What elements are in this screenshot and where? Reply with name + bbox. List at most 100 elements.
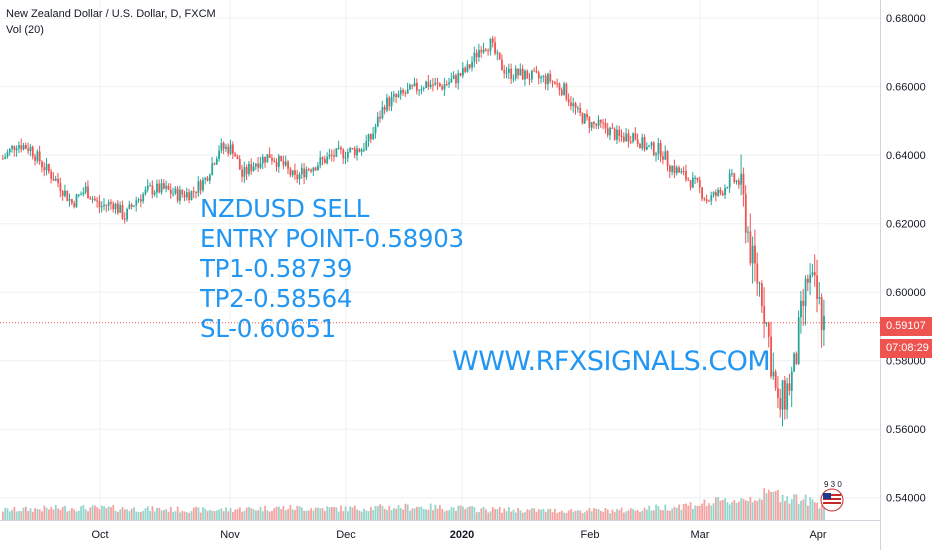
us-flag-badge[interactable]: 9 3 0 <box>812 480 852 512</box>
candle-body <box>82 192 85 195</box>
candle-body <box>149 185 151 187</box>
volume-bar <box>307 510 310 520</box>
candle-body <box>646 146 648 150</box>
time-axis[interactable]: Oct Nov Dec 2020 Feb Mar Apr <box>91 529 826 541</box>
volume-bar <box>397 505 400 520</box>
candle-body <box>731 173 733 175</box>
candle-body <box>818 297 821 299</box>
volume-bar <box>174 511 177 520</box>
volume-bar <box>165 509 168 520</box>
candle-body <box>215 158 218 165</box>
candle-body <box>459 73 462 76</box>
volume-bar <box>618 510 621 520</box>
candle-body <box>579 107 582 114</box>
candle-body <box>464 67 467 72</box>
candle-body <box>360 149 363 152</box>
candle-body <box>209 174 211 181</box>
candle-body <box>96 200 99 202</box>
candle-body <box>264 156 266 163</box>
volume-bar <box>765 493 768 520</box>
volume-bar <box>337 511 340 520</box>
candle-body <box>344 157 347 159</box>
candle-body <box>418 89 421 91</box>
candle-body <box>176 188 179 201</box>
volume-bar <box>613 511 616 520</box>
candle-body <box>80 194 82 196</box>
website-annotation: WWW.RFXSIGNALS.COM <box>452 346 771 377</box>
volume-bar <box>229 507 232 520</box>
volume-bar <box>278 506 280 520</box>
candle-body <box>312 167 315 172</box>
candle-body <box>443 84 446 90</box>
candle-body <box>340 147 342 150</box>
candle-body <box>278 155 280 167</box>
candle-body <box>816 275 818 299</box>
volume-bar <box>273 508 276 520</box>
volume-bar <box>708 503 710 520</box>
indicator-label[interactable]: Vol (20) <box>6 24 44 36</box>
volume-bar <box>367 511 370 520</box>
volume-bar <box>149 511 151 520</box>
volume-bar <box>215 510 218 520</box>
volume-bar <box>535 511 538 520</box>
volume-bar <box>586 510 588 520</box>
volume-bar <box>436 508 439 520</box>
volume-bar <box>455 510 457 520</box>
y-tick-label: 0.68000 <box>886 13 926 25</box>
candle-body <box>11 145 13 149</box>
volume-bar <box>531 508 533 520</box>
candle-body <box>167 185 170 190</box>
volume-bar <box>232 512 234 520</box>
candle-body <box>146 185 149 190</box>
volume-bar <box>211 510 214 520</box>
volume-bar <box>54 505 57 520</box>
candle-body <box>250 163 253 172</box>
candle-body <box>765 322 768 324</box>
candle-body <box>524 70 526 80</box>
volume-bar <box>724 498 726 520</box>
candle-body <box>112 203 115 210</box>
x-tick-label: Nov <box>220 529 240 541</box>
volume-bar <box>41 511 43 520</box>
candle-body <box>225 146 227 149</box>
price-axis[interactable]: 0.54000 0.56000 0.58000 0.60000 0.62000 0.640… <box>886 13 926 505</box>
candle-body <box>457 73 460 84</box>
volume-bar <box>296 505 299 520</box>
candle-body <box>248 163 250 174</box>
volume-bar <box>675 507 678 520</box>
volume-bar <box>36 509 39 520</box>
volume-bar <box>34 508 36 520</box>
candle-body <box>535 70 538 73</box>
signal-annotation: NZDUSD SELL ENTRY POINT-0.58903 TP1-0.58… <box>200 194 464 344</box>
volume-bar <box>303 510 306 520</box>
candle-body <box>330 154 333 156</box>
candle-body <box>222 142 225 149</box>
candle-body <box>202 179 204 191</box>
candle-body <box>365 141 368 150</box>
candle-body <box>229 144 232 154</box>
volume-bar <box>349 506 352 520</box>
candle-body <box>772 371 775 377</box>
volume-bar <box>374 505 377 520</box>
volume-bar <box>163 510 165 520</box>
candle-body <box>781 380 784 410</box>
volume-bar <box>406 504 409 520</box>
candle-body <box>420 89 423 91</box>
candle-body <box>662 156 664 160</box>
volume-bar <box>703 499 706 520</box>
candle-body <box>31 146 34 157</box>
candle-body <box>376 116 379 127</box>
candle-body <box>275 161 278 167</box>
candle-body <box>232 144 234 154</box>
candle-body <box>142 194 145 202</box>
candle-body <box>199 181 202 191</box>
volume-bar <box>61 506 64 520</box>
candle-body <box>326 156 329 164</box>
volume-bar <box>629 508 632 520</box>
candle-body <box>613 128 616 140</box>
candle-body <box>462 67 464 76</box>
volume-bar <box>340 505 342 520</box>
volume-bar <box>788 503 791 520</box>
